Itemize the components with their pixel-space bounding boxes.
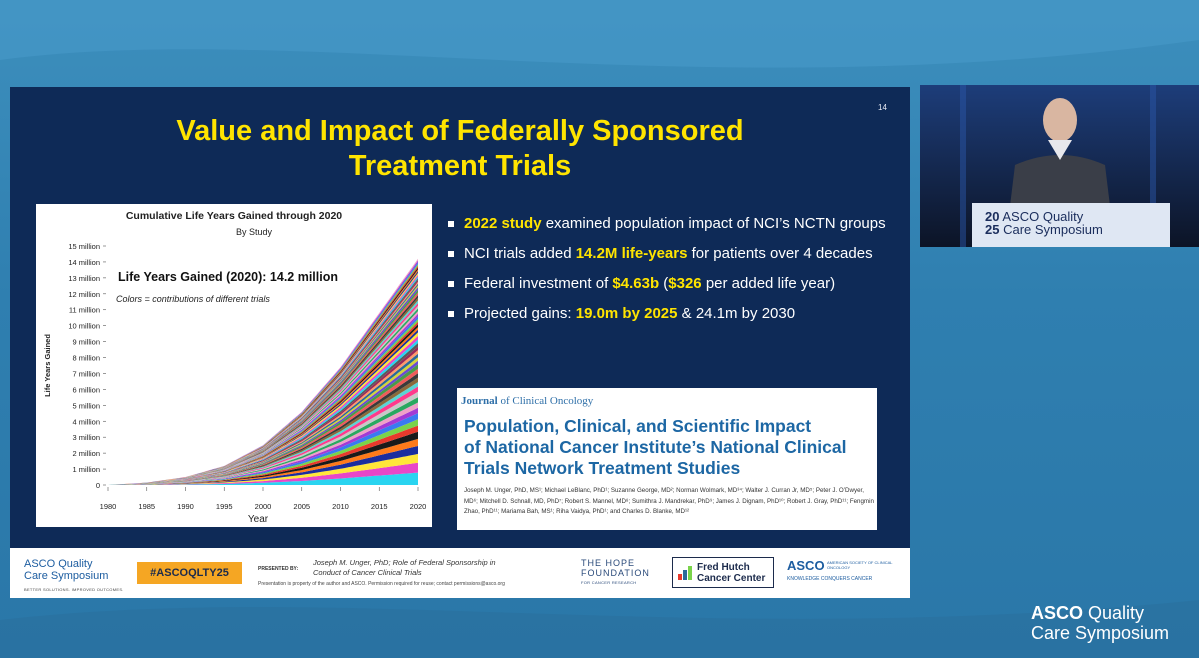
slide-footer: ASCO Quality Care Symposium BETTER SOLUT…	[10, 548, 910, 598]
x-tick-label: 1985	[138, 502, 155, 511]
y-tick-label: 6 million	[72, 385, 100, 394]
y-tick-label: 11 million	[69, 306, 100, 315]
fred-hutch-logo: Fred Hutch Cancer Center	[672, 557, 774, 588]
bullet-item: NCI trials added 14.2M life-years for pa…	[448, 244, 893, 264]
y-tick-label: 10 million	[68, 322, 100, 331]
journal-citation: Journal of Clinical Oncology Population,…	[457, 388, 877, 530]
y-tick-label: 8 million	[72, 354, 100, 363]
x-tick-label: 2000	[255, 502, 272, 511]
x-tick-label: 1995	[216, 502, 233, 511]
x-tick-label: 2010	[332, 502, 349, 511]
chart-canvas: Cumulative Life Years Gained through 202…	[43, 210, 427, 525]
x-axis-label: Year	[248, 514, 269, 525]
article-authors: Joseph M. Unger, PhD, MS¹; Michael LeBla…	[464, 487, 874, 515]
x-tick-label: 2005	[293, 502, 310, 511]
bullet-item: Federal investment of $4.63b ($326 per a…	[448, 274, 893, 294]
slide-title: Value and Impact of Federally Sponsored …	[60, 114, 860, 184]
y-tick-label: 0	[96, 481, 100, 490]
x-tick-label: 1990	[177, 502, 194, 511]
article-title: Population, Clinical, and Scientific Imp…	[464, 416, 847, 478]
presentation-slide: 14 Value and Impact of Federally Sponsor…	[10, 87, 910, 598]
stack-layer	[108, 462, 418, 485]
chart-annotation: Life Years Gained (2020): 14.2 million	[118, 270, 338, 284]
x-tick-label: 2020	[410, 502, 427, 511]
y-tick-label: 4 million	[72, 417, 100, 426]
bullet-item: Projected gains: 19.0m by 2025 & 24.1m b…	[448, 304, 893, 324]
asco-logo: ASCO AMERICAN SOCIETY OF CLINICAL ONCOLO…	[787, 558, 893, 582]
bullet-list: 2022 study examined population impact of…	[448, 214, 893, 334]
y-tick-label: 2 million	[72, 449, 100, 458]
y-axis-label: Life Years Gained	[43, 334, 52, 397]
y-tick-label: 12 million	[68, 290, 100, 299]
speaker-video-feed	[920, 85, 1199, 247]
chart-title: Cumulative Life Years Gained through 202…	[126, 210, 342, 222]
stack-layer	[108, 453, 418, 485]
y-tick-label: 9 million	[72, 338, 100, 347]
permission-note: Presentation is property of the author a…	[258, 581, 505, 587]
stack-layer	[108, 446, 418, 485]
y-tick-label: 5 million	[72, 401, 100, 410]
slide-title-line: Value and Impact of Federally Sponsored	[176, 115, 744, 147]
journal-name: Journal of Clinical Oncology	[461, 395, 594, 407]
y-tick-label: 3 million	[72, 433, 100, 442]
podium-sign: 20 ASCO Quality 25 Care Symposium	[985, 209, 1103, 237]
speaker-image	[920, 85, 1199, 247]
bullet-item: 2022 study examined population impact of…	[448, 214, 893, 234]
x-tick-label: 2015	[371, 502, 388, 511]
y-tick-label: 13 million	[68, 274, 100, 283]
x-tick-label: 1980	[100, 502, 117, 511]
y-tick-label: 14 million	[68, 258, 100, 267]
chart-annotation-note: Colors = contributions of different tria…	[116, 294, 270, 304]
slide-title-line: Treatment Trials	[348, 150, 572, 182]
y-tick-label: 15 million	[68, 242, 100, 251]
hope-foundation-logo: THE HOPE FOUNDATION FOR CANCER RESEARCH	[581, 558, 650, 585]
slide-number: 14	[878, 103, 887, 112]
bullet-marker	[448, 281, 454, 287]
fred-hutch-icon	[678, 566, 692, 580]
chart-subtitle: By Study	[236, 227, 273, 237]
asco-quality-logo: ASCO Quality Care Symposium BETTER SOLUT…	[24, 558, 124, 592]
brand-watermark: ASCO Quality Care Symposium	[1031, 603, 1170, 643]
y-tick-label: 1 million	[72, 465, 100, 474]
life-years-chart: Cumulative Life Years Gained through 202…	[36, 204, 432, 527]
speaker-credit: Joseph M. Unger, PhD; Role of Federal Sp…	[313, 558, 496, 577]
stack-layer	[108, 472, 418, 485]
y-tick-label: 7 million	[72, 369, 100, 378]
bullet-marker	[448, 311, 454, 317]
bullet-marker	[448, 251, 454, 257]
bullet-marker	[448, 221, 454, 227]
presented-by-label: PRESENTED BY:	[258, 566, 299, 572]
hashtag-badge: #ASCOQLTY25	[137, 562, 242, 584]
